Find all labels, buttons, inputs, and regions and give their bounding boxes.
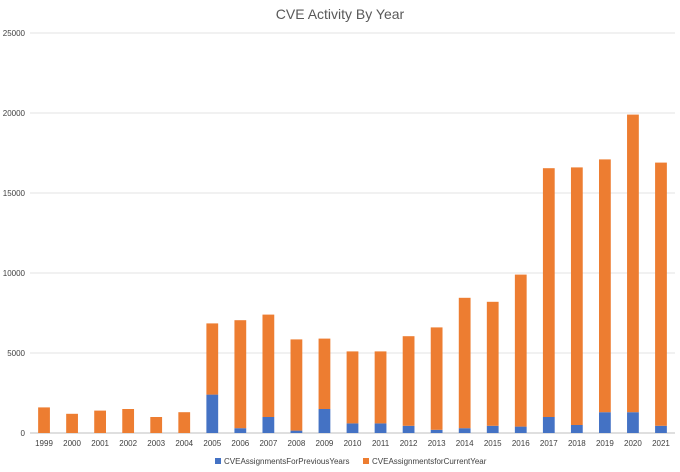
legend-swatch [363, 458, 369, 464]
bar-segment-current-year [66, 413, 78, 433]
bar-segment-previous-years [318, 409, 331, 433]
gridlines [30, 32, 675, 434]
bar-segment-previous-years [374, 423, 387, 433]
x-tick-label: 2014 [456, 439, 474, 448]
bar-segment-previous-years [514, 426, 527, 433]
bars [38, 114, 667, 433]
y-axis-ticks: 0 5000 10000 15000 20000 25000 [3, 29, 26, 438]
bar-segment-current-year [38, 407, 50, 433]
bar-segment-current-year [402, 336, 415, 426]
bar-segment-previous-years [234, 428, 247, 433]
x-tick-label: 2005 [203, 439, 221, 448]
bar-segment-previous-years [402, 425, 415, 433]
x-tick-label: 2006 [231, 439, 249, 448]
x-tick-label: 2010 [344, 439, 362, 448]
bar-segment-current-year [234, 320, 247, 429]
legend-label: CVEAssignmentsforCurrentYear [372, 457, 487, 466]
legend-swatch [215, 458, 221, 464]
x-tick-label: 2001 [91, 439, 109, 448]
x-tick-label: 2020 [624, 439, 642, 448]
x-tick-label: 2013 [428, 439, 446, 448]
bar-segment-previous-years [486, 425, 499, 433]
bar-segment-current-year [486, 301, 499, 426]
x-tick-label: 2004 [175, 439, 193, 448]
bar-segment-current-year [206, 323, 219, 395]
bar-segment-current-year [542, 168, 555, 417]
bar-segment-previous-years [599, 412, 611, 433]
bar-segment-current-year [514, 274, 527, 427]
bar-segment-current-year [150, 417, 163, 433]
y-tick-label: 15000 [3, 189, 26, 198]
bar-segment-previous-years [542, 417, 555, 433]
y-tick-label: 0 [21, 429, 26, 438]
x-tick-label: 2009 [316, 439, 334, 448]
y-tick-label: 5000 [7, 349, 25, 358]
chart-title: CVE Activity By Year [276, 6, 405, 22]
bar-segment-current-year [318, 338, 331, 409]
x-tick-label: 2016 [512, 439, 530, 448]
x-tick-label: 2002 [119, 439, 137, 448]
legend: CVEAssignmentsForPreviousYears CVEAssignm… [215, 457, 487, 466]
x-tick-label: 1999 [35, 439, 53, 448]
bar-segment-previous-years [430, 429, 443, 433]
y-tick-label: 10000 [3, 269, 26, 278]
bar-segment-current-year [655, 162, 667, 426]
bar-segment-previous-years [206, 394, 219, 433]
bar-segment-current-year [599, 159, 611, 413]
x-tick-label: 2003 [147, 439, 165, 448]
bar-segment-previous-years [290, 430, 303, 433]
bar-segment-previous-years [655, 425, 667, 433]
bar-segment-current-year [290, 339, 303, 431]
x-tick-label: 2012 [400, 439, 418, 448]
bar-segment-current-year [346, 351, 359, 424]
x-tick-label: 2000 [63, 439, 81, 448]
bar-segment-current-year [262, 314, 275, 417]
x-tick-label: 2018 [568, 439, 586, 448]
x-tick-label: 2008 [288, 439, 306, 448]
bar-segment-current-year [570, 167, 583, 425]
bar-segment-previous-years [262, 417, 275, 433]
x-tick-label: 2017 [540, 439, 558, 448]
bar-segment-current-year [178, 412, 191, 433]
bar-segment-previous-years [346, 423, 359, 433]
bar-segment-current-year [374, 351, 387, 424]
x-axis-ticks: 1999 2000 2001 2002 2003 2004 2005 2006 2007 2008… [35, 439, 670, 448]
x-tick-label: 2015 [484, 439, 502, 448]
bar-segment-current-year [122, 409, 135, 433]
y-tick-label: 25000 [3, 29, 26, 38]
bar-segment-current-year [627, 114, 639, 413]
y-tick-label: 20000 [3, 109, 26, 118]
x-tick-label: 2019 [596, 439, 614, 448]
bar-segment-current-year [458, 297, 471, 429]
bar-segment-current-year [430, 327, 443, 430]
x-tick-label: 2021 [652, 439, 670, 448]
x-tick-label: 2007 [259, 439, 277, 448]
x-tick-label: 2011 [372, 439, 390, 448]
bar-segment-previous-years [570, 425, 583, 433]
legend-label: CVEAssignmentsForPreviousYears [224, 457, 350, 466]
bar-segment-previous-years [458, 428, 471, 433]
bar-segment-current-year [94, 410, 106, 433]
bar-segment-previous-years [627, 412, 639, 433]
